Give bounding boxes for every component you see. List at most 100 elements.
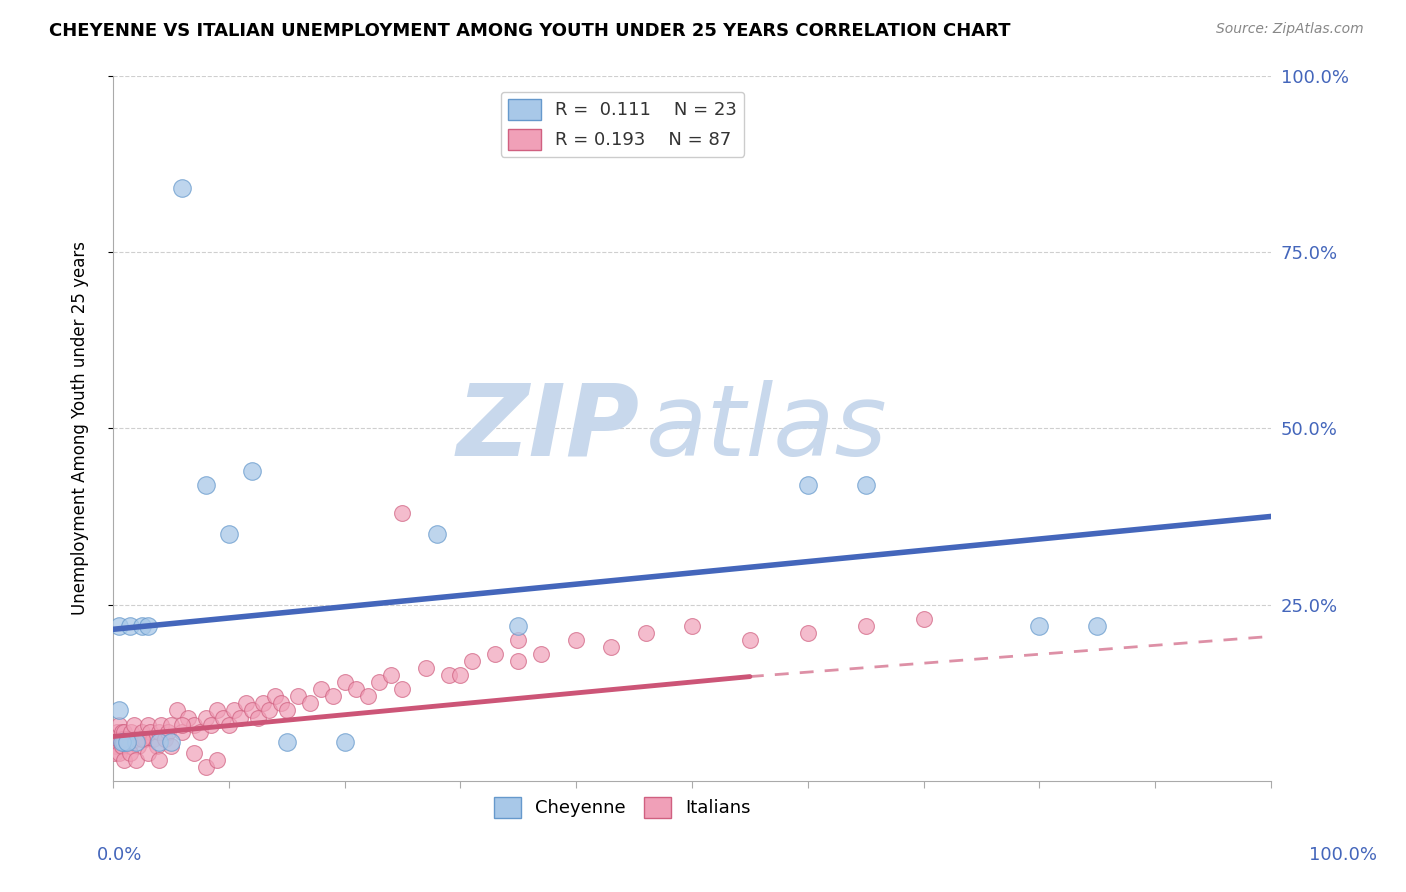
Point [125,735,148,749]
Point [235,697,257,711]
Point [159,735,181,749]
Point [188,724,211,739]
Point [125,731,148,746]
Point [131,724,153,739]
Point [240,464,263,478]
Point [134,731,156,746]
Point [344,682,367,697]
Point [107,724,129,739]
Point [311,682,333,697]
Point [205,703,228,717]
Point [194,710,217,724]
Point [125,753,148,767]
Text: Source: ZipAtlas.com: Source: ZipAtlas.com [1216,22,1364,37]
Point [797,477,820,491]
Point [108,731,131,746]
Point [115,731,138,746]
Point [107,619,129,633]
Point [205,753,228,767]
Point [212,710,235,724]
Point [681,619,703,633]
Point [115,735,138,749]
Point [104,746,127,760]
Point [287,690,309,704]
Point [150,717,173,731]
Point [136,717,159,731]
Point [136,619,159,633]
Point [183,717,205,731]
Point [246,710,269,724]
Point [855,619,877,633]
Point [797,625,820,640]
Point [194,477,217,491]
Point [257,703,280,717]
Point [508,619,530,633]
Point [530,647,553,661]
Point [166,703,188,717]
Point [508,632,530,647]
Point [380,668,402,682]
Text: ZIP: ZIP [457,380,640,476]
Point [1085,619,1108,633]
Point [148,724,170,739]
Point [200,717,222,731]
Y-axis label: Unemployment Among Youth under 25 years: Unemployment Among Youth under 25 years [72,241,89,615]
Point [148,753,170,767]
Point [136,746,159,760]
Point [122,717,145,731]
Point [159,739,181,753]
Point [276,735,298,749]
Point [172,724,194,739]
Point [738,632,761,647]
Point [111,735,134,749]
Point [118,739,141,753]
Point [148,735,170,749]
Point [127,739,149,753]
Point [437,668,460,682]
Point [333,735,356,749]
Point [120,619,142,633]
Text: atlas: atlas [645,380,887,476]
Point [599,640,621,654]
Point [177,710,200,724]
Point [276,703,298,717]
Point [139,724,162,739]
Point [183,746,205,760]
Point [157,724,180,739]
Point [104,731,127,746]
Point [107,746,129,760]
Point [270,697,292,711]
Point [120,724,142,739]
Point [110,739,132,753]
Point [484,647,506,661]
Point [461,654,484,668]
Point [142,731,165,746]
Point [153,731,176,746]
Point [426,527,449,541]
Point [114,735,136,749]
Point [356,690,378,704]
Point [146,739,169,753]
Point [333,675,356,690]
Point [634,625,657,640]
Point [264,690,287,704]
Point [159,717,181,731]
Point [298,697,321,711]
Point [120,746,142,760]
Point [131,619,153,633]
Point [229,710,252,724]
Point [114,753,136,767]
Text: 0.0%: 0.0% [97,846,142,863]
Point [218,527,240,541]
Point [368,675,391,690]
Point [105,739,128,753]
Point [1028,619,1050,633]
Point [107,717,129,731]
Point [107,703,129,717]
Point [912,612,935,626]
Point [114,724,136,739]
Point [224,703,246,717]
Point [252,697,274,711]
Point [218,717,240,731]
Point [855,477,877,491]
